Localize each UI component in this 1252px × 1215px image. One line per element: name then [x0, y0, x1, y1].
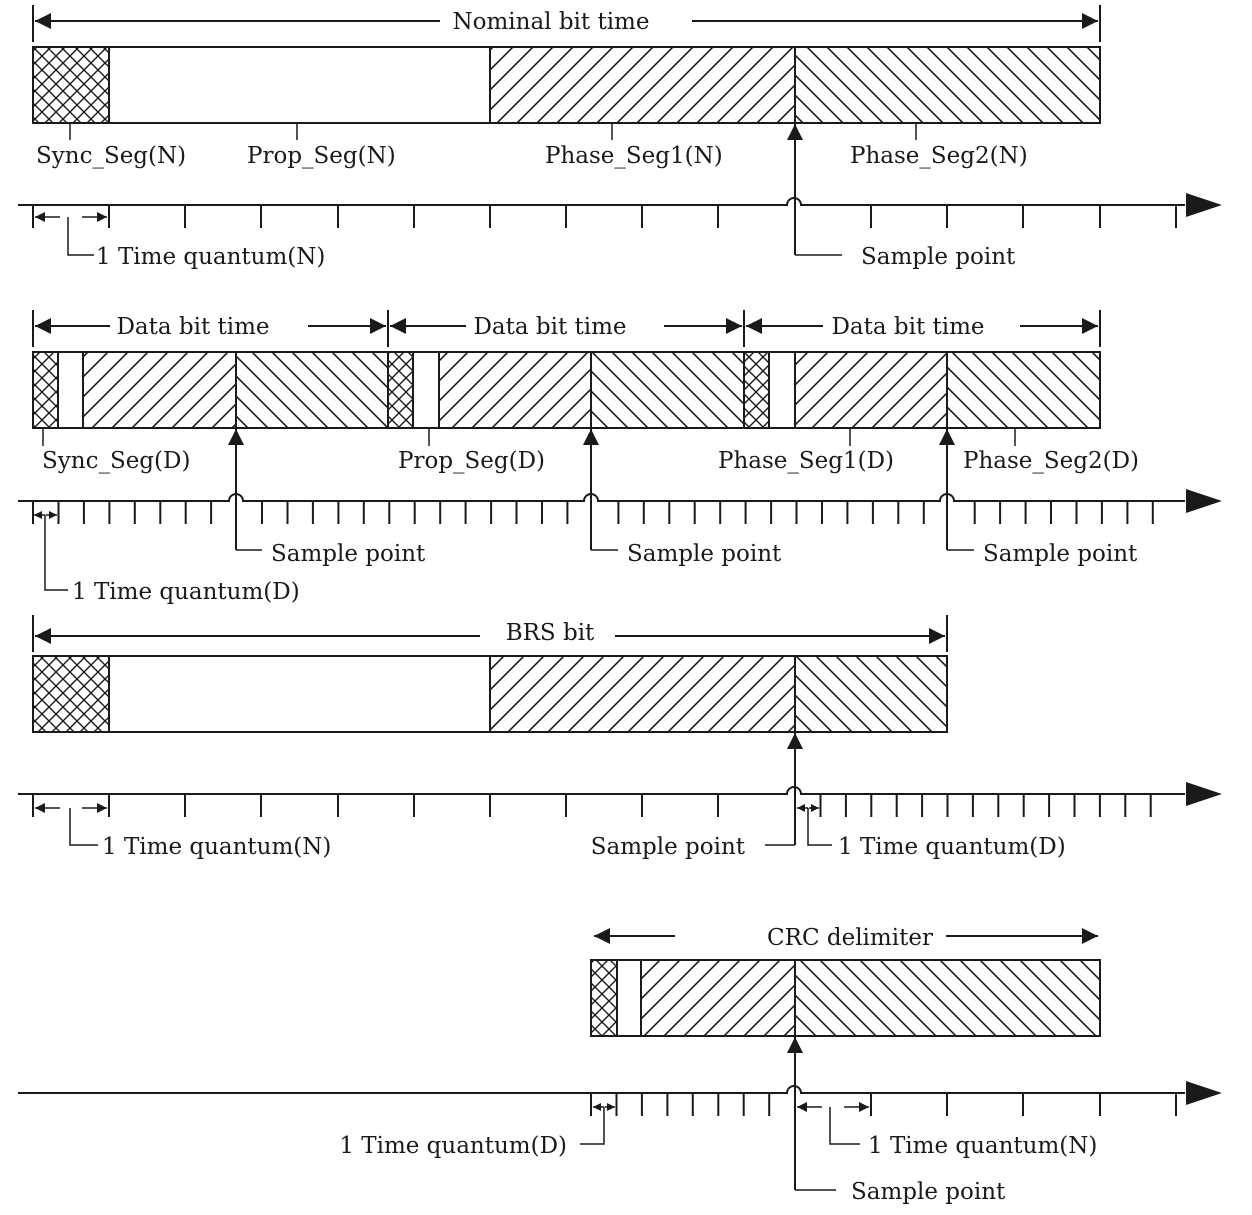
quantum-leader — [44, 515, 68, 591]
phase-seg1-fill — [490, 656, 795, 732]
time-quantum-ticks-data — [590, 1093, 771, 1116]
data-bit-time-title: Data bit time — [831, 314, 984, 340]
time-quantum-ticks-data — [819, 794, 1152, 817]
phase-seg2-fill — [591, 352, 744, 428]
sync-seg-fill — [591, 960, 617, 1036]
sync-seg-label: Sync_Seg(N) — [36, 143, 186, 169]
time-axis — [18, 786, 1185, 795]
phase-seg1-fill — [795, 352, 947, 428]
time-axis-arrowhead — [1186, 1081, 1222, 1105]
nominal-bit-time-title: Nominal bit time — [453, 9, 650, 35]
prop-seg-d-label: Prop_Seg(D) — [398, 448, 545, 474]
time-quantum-n-label: 1 Time quantum(N) — [96, 244, 325, 270]
time-axis — [18, 493, 1185, 502]
sample-point-label: Sample point — [627, 541, 782, 567]
phase-seg2-d-label: Phase_Seg2(D) — [963, 448, 1139, 474]
time-axis-arrowhead — [1186, 193, 1222, 217]
time-quantum-d-label: 1 Time quantum(D) — [72, 579, 300, 605]
data-section: Data bit time Data bit time Data bit tim… — [18, 310, 1222, 605]
time-quantum-ticks-nominal — [32, 794, 719, 817]
sync-seg-d-label: Sync_Seg(D) — [42, 448, 190, 474]
crc-section: CRC delimiter Sample point 1 Time quantu… — [18, 925, 1222, 1205]
brs-section: BRS bit Sample point 1 Time quantum(N) 1… — [18, 615, 1222, 860]
nominal-section: Nominal bit time Sync_Seg(N) Prop_Seg(N)… — [18, 5, 1222, 270]
quantum-leader — [69, 808, 98, 846]
sample-point-label: Sample point — [851, 1179, 1006, 1205]
time-quantum-n-label: 1 Time quantum(N) — [102, 834, 331, 860]
phase-seg1-fill — [439, 352, 591, 428]
crc-delimiter-title: CRC delimiter — [767, 925, 933, 951]
time-axis — [18, 1085, 1185, 1094]
time-quantum-ticks-nominal — [870, 1093, 1177, 1116]
brs-bit-title: BRS bit — [506, 620, 595, 646]
segment-dividers — [108, 656, 796, 732]
data-bit-time-title: Data bit time — [473, 314, 626, 340]
sample-point-label: Sample point — [983, 541, 1138, 567]
segment-dividers — [616, 960, 796, 1036]
sample-point-label: Sample point — [271, 541, 426, 567]
quantum-leader — [67, 217, 94, 256]
phase-seg2-fill — [947, 352, 1100, 428]
phase-seg2-fill — [795, 47, 1100, 123]
crc-delimiter-frame — [590, 959, 1101, 1037]
sample-point-label: Sample point — [591, 834, 746, 860]
sync-seg-fill — [33, 352, 58, 428]
phase-seg2-fill — [795, 960, 1100, 1036]
phase-seg2-label: Phase_Seg2(N) — [850, 143, 1028, 169]
sync-seg-fill — [388, 352, 413, 428]
time-axis — [18, 197, 1185, 206]
quantum-leader — [580, 1107, 605, 1145]
phase-seg1-fill — [641, 960, 795, 1036]
data-bits-frame — [32, 351, 1101, 429]
sample-point-label: Sample point — [861, 244, 1016, 270]
time-axis-arrowhead — [1186, 489, 1222, 513]
nominal-bit-frame — [32, 46, 1101, 124]
segment-dividers — [57, 352, 948, 428]
quantum-leader — [829, 1107, 860, 1145]
time-axis-arrowhead — [1186, 782, 1222, 806]
prop-seg-label: Prop_Seg(N) — [247, 143, 396, 169]
time-quantum-ticks — [32, 501, 1154, 524]
phase-seg1-label: Phase_Seg1(N) — [545, 143, 723, 169]
time-quantum-n-label: 1 Time quantum(N) — [868, 1133, 1097, 1159]
phase-seg1-d-label: Phase_Seg1(D) — [718, 448, 894, 474]
time-quantum-d-label: 1 Time quantum(D) — [339, 1133, 567, 1159]
sync-seg-fill — [744, 352, 769, 428]
time-quantum-d-label: 1 Time quantum(D) — [838, 834, 1066, 860]
quantum-leader — [807, 808, 832, 846]
time-quantum-ticks — [32, 205, 1177, 228]
sync-seg-fill — [33, 47, 109, 123]
data-bit-time-title: Data bit time — [116, 314, 269, 340]
phase-seg1-fill — [83, 352, 236, 428]
phase-seg2-fill — [236, 352, 388, 428]
phase-seg2-fill — [795, 656, 947, 732]
phase-seg1-fill — [490, 47, 795, 123]
sync-seg-fill — [33, 656, 109, 732]
